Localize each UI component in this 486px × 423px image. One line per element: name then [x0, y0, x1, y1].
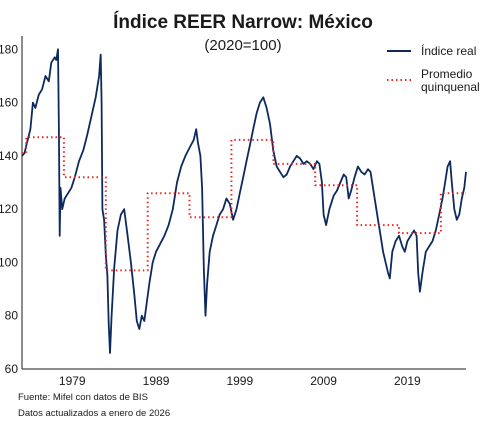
- plot-area: 60 80 100 120 140 160 180 1979 1989 1999 2009 2019: [0, 36, 467, 388]
- y-tick-label: 120: [0, 202, 18, 216]
- source-note: Fuente: Mifel con datos de BIS: [18, 392, 148, 403]
- y-tick-label: 160: [0, 96, 18, 110]
- legend-label-real: Índice real: [421, 43, 476, 58]
- updated-note: Datos actualizados a enero de 2026: [18, 408, 171, 419]
- y-tick-label: 80: [5, 309, 19, 323]
- series-line-indice-real: [21, 48, 467, 354]
- series-line-promedio-quinquenal: [22, 136, 466, 272]
- legend-label-average: Promedio quinquenal: [421, 67, 480, 94]
- legend: Índice real Promedio quinquenal: [387, 43, 480, 94]
- x-tick-label: 1989: [143, 374, 170, 388]
- x-tick-label: 2019: [394, 374, 421, 388]
- y-tick-label: 100: [0, 255, 18, 269]
- chart-title: Índice REER Narrow: México: [113, 11, 373, 33]
- y-tick-label: 180: [0, 42, 18, 56]
- x-tick-label: 1979: [59, 374, 86, 388]
- chart-subtitle: (2020=100): [204, 37, 281, 54]
- x-tick-label: 2009: [310, 374, 337, 388]
- x-tick-label: 1999: [226, 374, 253, 388]
- y-tick-label: 140: [0, 149, 18, 163]
- y-tick-label: 60: [5, 362, 19, 376]
